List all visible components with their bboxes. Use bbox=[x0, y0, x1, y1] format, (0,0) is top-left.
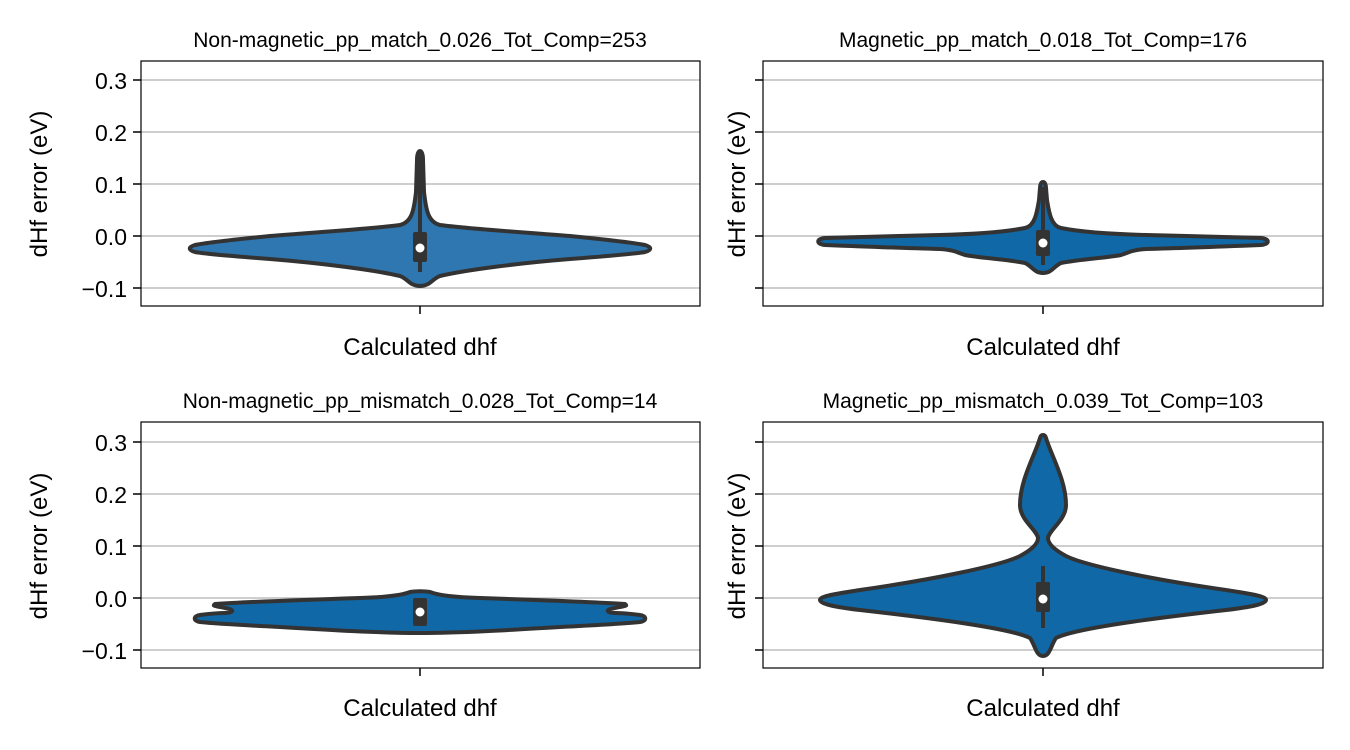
subplot-1: Non-magnetic_pp_match_0.026_Tot_Comp=253… bbox=[26, 29, 701, 361]
y-tick-label: −0.1 bbox=[82, 276, 127, 302]
x-tick-label: Calculated dhf bbox=[966, 334, 1120, 361]
y-tick-label: 0.0 bbox=[95, 586, 127, 612]
median-marker bbox=[1038, 238, 1048, 248]
subplot-3-title: Non-magnetic_pp_mismatch_0.028_Tot_Comp=… bbox=[183, 390, 658, 413]
subplot-2: Magnetic_pp_match_0.018_Tot_Comp=176 Cal… bbox=[724, 29, 1324, 361]
y-tick-label: 0.2 bbox=[95, 120, 127, 146]
x-tick-label: Calculated dhf bbox=[966, 695, 1120, 722]
subplot-4-y-ticks bbox=[755, 441, 763, 651]
subplot-1-y-ticks: 0.3 0.2 0.1 0.0 −0.1 bbox=[82, 68, 141, 302]
y-axis-label: dHf error (eV) bbox=[26, 111, 53, 258]
subplot-3: Non-magnetic_pp_mismatch_0.028_Tot_Comp=… bbox=[26, 390, 701, 722]
median-marker bbox=[1038, 594, 1048, 604]
violin-body bbox=[818, 433, 1268, 658]
median-marker bbox=[415, 607, 425, 617]
subplot-2-y-ticks bbox=[755, 79, 763, 289]
subplot-1-title: Non-magnetic_pp_match_0.026_Tot_Comp=253 bbox=[193, 29, 647, 52]
y-tick-label: 0.3 bbox=[95, 68, 127, 94]
subplot-3-y-ticks: 0.3 0.2 0.1 0.0 −0.1 bbox=[82, 430, 141, 664]
y-axis-label: dHf error (eV) bbox=[724, 473, 751, 620]
y-tick-label: 0.0 bbox=[95, 224, 127, 250]
y-axis-label: dHf error (eV) bbox=[724, 111, 751, 258]
x-tick-label: Calculated dhf bbox=[343, 695, 497, 722]
y-tick-label: 0.1 bbox=[95, 172, 127, 198]
y-tick-label: 0.1 bbox=[95, 534, 127, 560]
subplot-4: Magnetic_pp_mismatch_0.039_Tot_Comp=103 … bbox=[724, 390, 1324, 722]
y-axis-label: dHf error (eV) bbox=[26, 473, 53, 620]
y-tick-label: 0.2 bbox=[95, 482, 127, 508]
subplot-4-title: Magnetic_pp_mismatch_0.039_Tot_Comp=103 bbox=[823, 390, 1264, 413]
subplot-2-title: Magnetic_pp_match_0.018_Tot_Comp=176 bbox=[839, 29, 1247, 52]
x-tick-label: Calculated dhf bbox=[343, 334, 497, 361]
y-tick-label: −0.1 bbox=[82, 638, 127, 664]
median-marker bbox=[415, 243, 425, 253]
y-tick-label: 0.3 bbox=[95, 430, 127, 456]
